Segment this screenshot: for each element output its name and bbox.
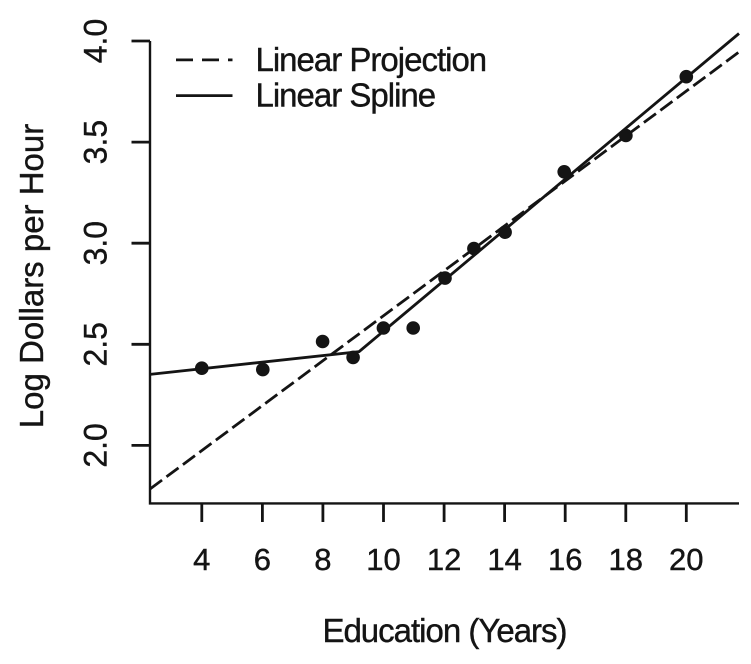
svg-text:3.0: 3.0: [78, 221, 114, 265]
svg-text:8: 8: [314, 542, 331, 577]
svg-text:Education (Years): Education (Years): [322, 612, 566, 649]
svg-text:Linear Spline: Linear Spline: [256, 77, 436, 114]
svg-text:20: 20: [669, 542, 703, 577]
svg-text:6: 6: [254, 542, 271, 577]
svg-text:Linear Projection: Linear Projection: [256, 41, 487, 78]
svg-text:16: 16: [548, 542, 582, 577]
svg-text:14: 14: [487, 542, 521, 577]
svg-text:4.0: 4.0: [78, 19, 114, 63]
svg-text:Log Dollars per Hour: Log Dollars per Hour: [13, 124, 50, 428]
svg-text:3.5: 3.5: [78, 120, 114, 164]
svg-text:18: 18: [609, 542, 643, 577]
svg-text:4: 4: [193, 542, 210, 577]
svg-text:2.5: 2.5: [78, 322, 114, 366]
svg-text:10: 10: [366, 542, 400, 577]
svg-text:2.0: 2.0: [78, 423, 114, 467]
svg-text:12: 12: [427, 542, 461, 577]
